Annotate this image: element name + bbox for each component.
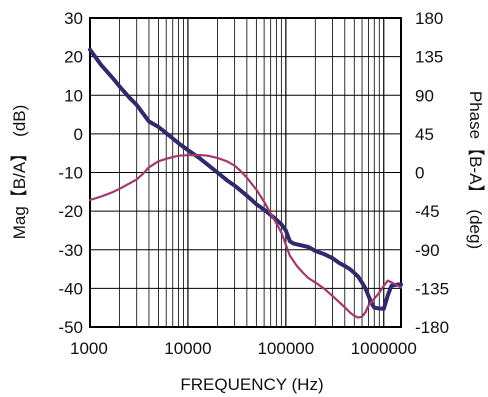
left-tick-label: -20 <box>58 202 83 221</box>
tick-labels: 30 20 10 0 -10 -20 -30 -40 -50 180 135 90 45 0 -45 -90 -… <box>58 9 449 358</box>
left-axis-title-text-part: (dB) <box>10 105 29 137</box>
right-tick-label: -90 <box>415 241 440 260</box>
grid <box>90 18 401 327</box>
x-tick-label: 1000000 <box>351 339 417 358</box>
right-tick-label: -45 <box>415 202 440 221</box>
x-tick-label: 10000 <box>164 339 211 358</box>
left-tick-label: -50 <box>58 318 83 337</box>
right-axis-title-text: Phase【B-A】 (deg) <box>466 91 485 249</box>
right-tick-label: -135 <box>415 279 449 298</box>
left-tick-label: 30 <box>64 9 83 28</box>
left-tick-label: 20 <box>64 48 83 67</box>
left-axis-title-text: Mag【B/A】 (dB) <box>10 105 29 240</box>
right-tick-label: 45 <box>415 125 434 144</box>
series-layer <box>88 47 403 319</box>
left-tick-label: 0 <box>74 125 83 144</box>
magnitude-series-line <box>88 47 403 311</box>
plot-frame <box>89 17 402 328</box>
right-axis-title: Phase【B-A】 (deg) <box>466 91 485 249</box>
x-axis-title: FREQUENCY (Hz) <box>180 375 323 394</box>
left-tick-label: 10 <box>64 86 83 105</box>
right-tick-label: -180 <box>415 318 449 337</box>
right-tick-label: 0 <box>415 164 424 183</box>
right-axis-title-text-part: Phase <box>466 91 485 139</box>
left-tick-label: -10 <box>58 164 83 183</box>
right-axis-title-text-part: (deg) <box>466 209 485 249</box>
left-tick-label: -40 <box>58 279 83 298</box>
right-tick-label: 135 <box>415 48 443 67</box>
left-axis-title-text-part: 【B/A】 <box>10 145 29 206</box>
right-tick-label: 180 <box>415 9 443 28</box>
left-axis-title: Mag【B/A】 (dB) <box>10 105 29 240</box>
left-axis-title-text-part: Mag <box>10 206 29 239</box>
left-tick-label: -30 <box>58 241 83 260</box>
x-tick-label: 1000 <box>70 339 108 358</box>
phase-series-line <box>88 153 403 319</box>
right-axis-title-text-part: 【B-A】 <box>466 139 485 201</box>
x-tick-label: 100000 <box>257 339 314 358</box>
right-tick-label: 90 <box>415 86 434 105</box>
